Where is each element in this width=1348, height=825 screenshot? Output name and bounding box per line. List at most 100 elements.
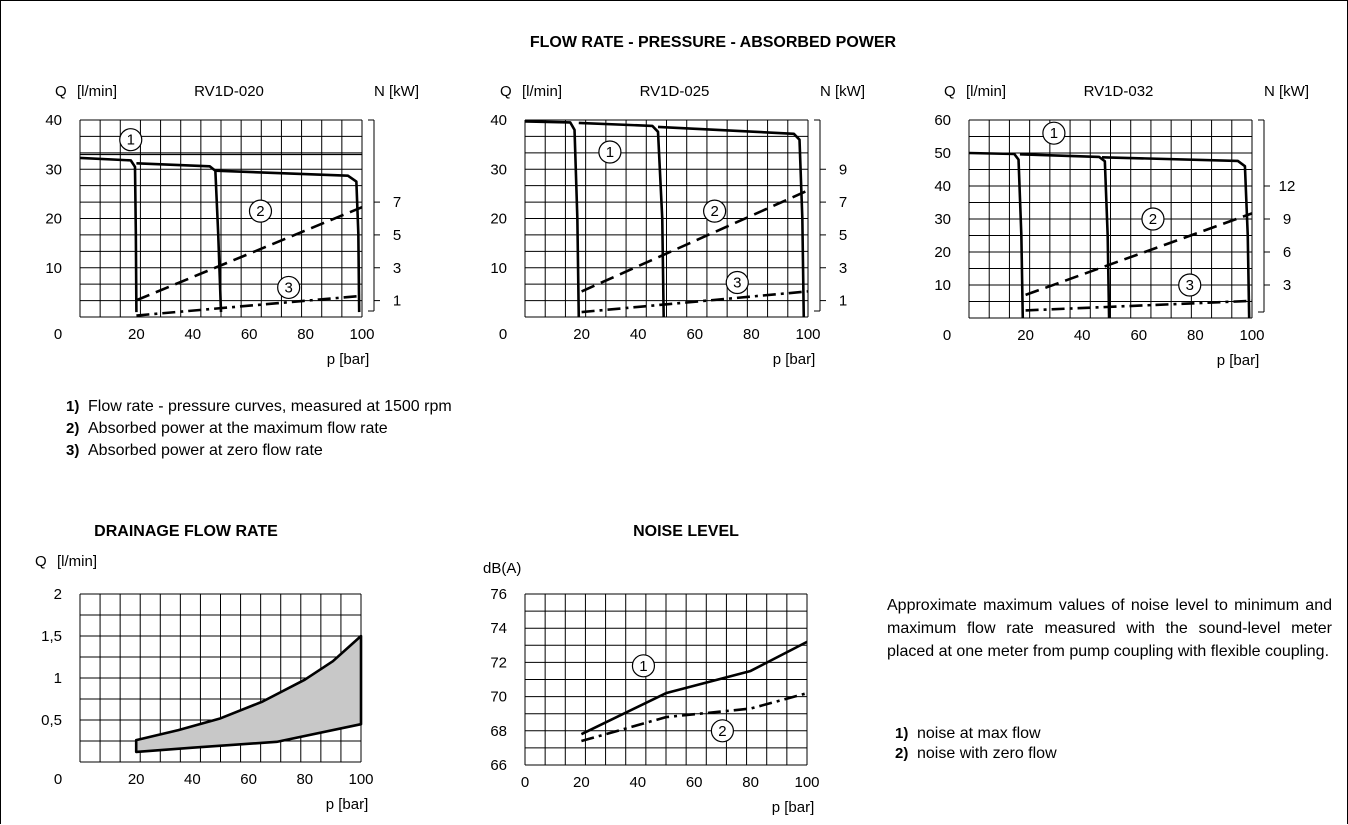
series-marker-circle [725, 270, 749, 295]
series-marker-label: 2 [718, 723, 726, 740]
series-line-1 [1101, 155, 1251, 319]
y2-tick-label: 1 [393, 293, 401, 310]
x-tick-label: 80 [742, 774, 759, 791]
series-marker-circle [598, 140, 622, 164]
series-line-2 [581, 189, 809, 293]
x-tick-label: 100 [1239, 327, 1264, 344]
x-tick-label: 20 [1017, 327, 1034, 344]
x-tick-label: 100 [348, 771, 373, 788]
series-line-3 [136, 294, 363, 317]
y-tick-label: 50 [934, 145, 951, 162]
x-origin-label: 0 [54, 771, 62, 788]
series-marker-circle [703, 199, 727, 223]
y2-tick-label: 5 [839, 227, 847, 244]
noise-description: Approximate maximum values of noise leve… [887, 597, 1332, 660]
x-tick-label: 40 [1074, 327, 1091, 344]
x-tick-label: 40 [184, 326, 201, 343]
chart-drainage-flow-rate: 20 40 60 80 100 0 0,5 1 1,5 2 p [bar] DRAINAGE FLOW… [35, 523, 374, 813]
series-marker-circle [1178, 273, 1202, 297]
y-axis-symbol: Q [944, 83, 956, 100]
drainage-area [134, 634, 363, 754]
y2-tick-label: 7 [393, 194, 401, 211]
series-marker-circle [631, 654, 656, 678]
x-tick-label: 80 [1187, 327, 1204, 344]
y2-axis-label: N [kW] [1264, 83, 1309, 100]
x-tick-label: 60 [1130, 327, 1147, 344]
x-axis-label: p [bar] [1217, 352, 1260, 369]
y2-axis-label: N [kW] [820, 83, 865, 100]
y-axis-symbol: Q [500, 83, 512, 100]
chart-model-label: RV1D-020 [194, 83, 264, 100]
flow-note-number: 1) [66, 398, 79, 415]
x-tick-label: 80 [296, 771, 313, 788]
series-line-2 [581, 691, 808, 743]
series-line-1 [215, 169, 361, 313]
series-marker-label: 2 [256, 203, 264, 220]
y2-tick-label: 3 [839, 260, 847, 277]
y-tick-label: 0,5 [41, 712, 62, 729]
y2-tick-label: 3 [393, 260, 401, 277]
y-tick-label: 20 [490, 211, 507, 228]
chart-title: DRAINAGE FLOW RATE [94, 523, 278, 540]
main-title: FLOW RATE - PRESSURE - ABSORBED POWER [530, 34, 897, 51]
x-tick-label: 40 [184, 771, 201, 788]
series-marker-label: 3 [285, 279, 293, 296]
y2-tick-label: 12 [1279, 178, 1296, 195]
y-tick-label: 70 [490, 689, 507, 706]
flow-note-number: 3) [66, 442, 79, 459]
x-tick-label: 40 [629, 774, 646, 791]
y2-tick-label: 5 [393, 227, 401, 244]
y-axis-unit: [l/min] [966, 83, 1006, 100]
x-origin-label: 0 [499, 326, 507, 343]
y2-axis-label: N [kW] [374, 83, 419, 100]
y-tick-label: 40 [45, 112, 62, 129]
noise-note-text: noise with zero flow [917, 745, 1057, 762]
x-tick-label: 80 [297, 326, 314, 343]
y-tick-label: 30 [934, 211, 951, 228]
y-tick-label: 74 [490, 620, 507, 637]
y-tick-label: 66 [490, 757, 507, 774]
x-tick-label: 20 [128, 326, 145, 343]
flow-note-number: 2) [66, 420, 79, 437]
x-origin-label: 0 [54, 326, 62, 343]
y2-tick-label: 6 [1283, 244, 1291, 261]
y2-tick-label: 7 [839, 194, 847, 211]
series-line-1 [968, 151, 1025, 319]
series-marker-label: 1 [639, 658, 647, 675]
noise-notes: 1) noise at max flow 2) noise with zero flo… [895, 725, 1057, 762]
x-tick-label: 60 [686, 326, 703, 343]
y-tick-label: 1,5 [41, 628, 62, 645]
series-line-1 [578, 121, 665, 318]
series-marker-circle [1141, 207, 1165, 231]
x-tick-label: 80 [743, 326, 760, 343]
y-axis-unit: [l/min] [522, 83, 562, 100]
series-marker-circle [119, 128, 143, 152]
series-marker-label: 1 [127, 132, 135, 149]
flow-notes: 1) Flow rate - pressure curves, measured … [66, 398, 452, 459]
y-tick-label: 60 [934, 112, 951, 129]
chart-rv1d-020: 20 40 60 80 100 0 10 20 30 40 p [bar] Q [l/min] RV1D-… [45, 83, 419, 368]
series-marker-label: 3 [1186, 277, 1194, 294]
y2-tick-label: 9 [1283, 211, 1291, 228]
y-tick-label: 10 [490, 260, 507, 277]
x-tick-label: 40 [630, 326, 647, 343]
y-tick-label: 20 [45, 211, 62, 228]
series-line-1 [580, 640, 808, 736]
chart-rv1d-032: 20 40 60 80 100 0 10 20 30 40 50 60 p [bar] Q [l/min] R… [934, 83, 1309, 369]
y2-tick-label: 1 [839, 293, 847, 310]
y-tick-label: 10 [45, 260, 62, 277]
y-tick-label: 72 [490, 654, 507, 671]
chart-noise-level: 0 20 40 60 80 100 66 68 70 72 74 76 p [bar] NOISE LEV… [483, 523, 820, 816]
noise-note-number: 2) [895, 745, 908, 762]
chart-rv1d-025: 20 40 60 80 100 0 10 20 30 40 p [bar] Q [l/min] RV1D-… [490, 83, 865, 368]
series-marker-circle [277, 275, 301, 300]
series-marker-label: 1 [1050, 125, 1058, 142]
y-axis-unit: [l/min] [57, 553, 97, 570]
x-axis-label: p [bar] [326, 796, 369, 813]
series-marker-label: 3 [733, 275, 741, 292]
y-tick-label: 2 [54, 586, 62, 603]
chart-title: NOISE LEVEL [633, 523, 739, 540]
series-marker-circle [1042, 121, 1066, 145]
series-line-2 [1025, 212, 1253, 297]
y-axis-symbol: Q [35, 553, 47, 570]
